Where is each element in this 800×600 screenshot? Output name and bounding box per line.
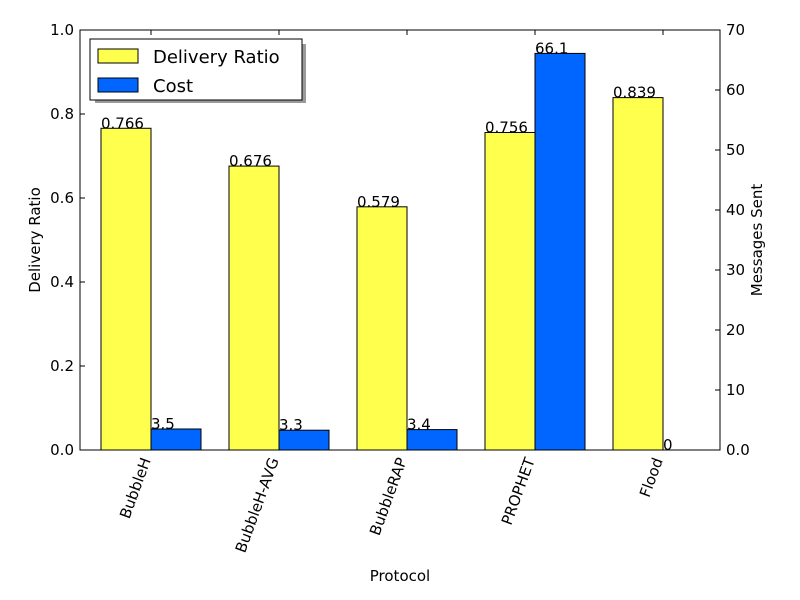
cost-bar-prophet: [534, 52, 586, 451]
delivery-ratio-value-label-flood: 0.839: [613, 84, 656, 102]
bar-labels-group: 0.766 3.5 0.676 3.3 0.579 3.4 0.756 66.1 0.839 0: [101, 39, 673, 454]
legend-swatch-cost: [97, 77, 139, 93]
left-tick-label: 1.0: [50, 21, 74, 39]
delivery-ratio-value-label-bubblerap: 0.579: [357, 193, 400, 211]
left-tick-label: 0.8: [50, 105, 74, 123]
left-tick-label: 0.2: [50, 357, 74, 375]
delivery-ratio-bar-prophet: [484, 131, 536, 451]
x-tick-label-prophet: PROPHET: [498, 454, 539, 527]
cost-value-label-prophet: 66.1: [535, 39, 568, 57]
left-tick-label: 0.4: [50, 273, 74, 291]
x-tick-label-bubbleh: BubbleH: [116, 455, 155, 521]
cost-value-label-bubbleh-avg: 3.3: [279, 416, 303, 434]
right-tick-label: 50: [726, 141, 745, 159]
delivery-ratio-bar-bubbleh: [100, 127, 152, 451]
y-axis-title-right: Messages Sent: [748, 184, 766, 297]
right-tick-label: 0.0: [726, 441, 750, 459]
right-tick-label: 30: [726, 261, 745, 279]
legend: Delivery Ratio Cost: [89, 38, 306, 103]
right-tick-label: 10: [726, 381, 745, 399]
x-axis-title: Protocol: [370, 567, 430, 585]
cost-value-label-flood: 0: [663, 436, 673, 454]
plot-frame: [79, 29, 721, 451]
delivery-ratio-bar-bubbleh-avg: [228, 165, 280, 451]
left-tick-label: 0.0: [50, 441, 74, 459]
delivery-ratio-value-label-bubbleh-avg: 0.676: [229, 152, 272, 170]
right-tick-label: 40: [726, 201, 745, 219]
delivery-ratio-bar-flood: [612, 97, 664, 451]
cost-value-label-bubbleh: 3.5: [151, 415, 175, 433]
delivery-ratio-value-label-prophet: 0.756: [485, 118, 528, 136]
left-axis-ticks: 0.0 0.2 0.4 0.6 0.8 1.0: [50, 21, 85, 459]
x-tick-label-bubbleh-avg: BubbleH-AVG: [232, 455, 283, 555]
legend-label-delivery-ratio: Delivery Ratio: [153, 47, 280, 68]
left-tick-label: 0.6: [50, 189, 74, 207]
legend-swatch-delivery-ratio: [97, 48, 139, 64]
bars-group: [100, 52, 664, 451]
right-tick-label: 70: [726, 21, 745, 39]
legend-label-cost: Cost: [153, 76, 193, 97]
right-tick-label: 20: [726, 321, 745, 339]
y-axis-title-left: Delivery Ratio: [26, 187, 44, 293]
delivery-ratio-bar-bubblerap: [356, 206, 408, 451]
x-tick-label-flood: Flood: [636, 455, 667, 499]
delivery-ratio-value-label-bubbleh: 0.766: [101, 114, 144, 132]
x-tick-label-bubblerap: BubbleRAP: [366, 455, 411, 538]
right-axis-ticks: 0.0 10 20 30 40 50 60 70: [715, 21, 750, 459]
cost-value-label-bubblerap: 3.4: [407, 416, 431, 434]
right-tick-label: 60: [726, 81, 745, 99]
